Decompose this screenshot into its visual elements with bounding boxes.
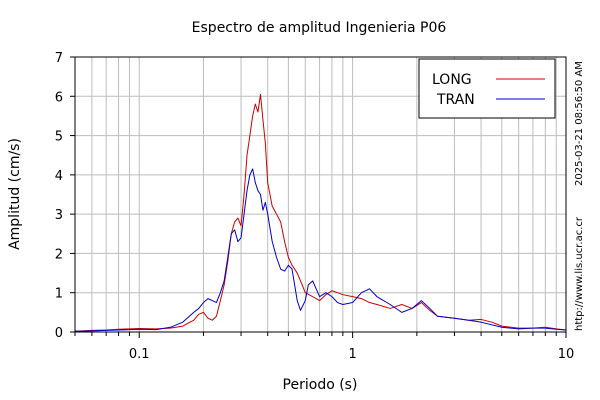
series-line-long xyxy=(74,93,567,332)
plot-frame xyxy=(74,56,567,333)
legend-box xyxy=(418,58,556,119)
x-tick-label: 1 xyxy=(348,347,356,362)
y-tick-label: 4 xyxy=(55,169,63,184)
source-url-text: http://www.lis.ucr.ac.cr xyxy=(574,216,585,331)
legend: LONG TRAN xyxy=(418,58,556,119)
y-axis-label: Amplitud (cm/s) xyxy=(7,138,23,250)
y-tick-label: 2 xyxy=(55,247,63,262)
y-tick-label: 0 xyxy=(55,326,63,341)
y-tick-label: 3 xyxy=(55,208,63,223)
chart-title: Espectro de amplitud Ingenieria P06 xyxy=(192,20,447,36)
timestamp-text: 2025-03-21 08:56:50 AM xyxy=(574,61,585,186)
series-line-tran xyxy=(74,168,567,332)
y-tick-label: 7 xyxy=(55,51,63,66)
legend-label-long: LONG xyxy=(432,72,472,88)
legend-label-tran: TRAN xyxy=(436,92,475,108)
y-tick-label: 5 xyxy=(55,130,63,145)
y-tick-label: 6 xyxy=(55,90,63,105)
y-tick-label: 1 xyxy=(55,287,63,302)
series-layer xyxy=(74,93,567,332)
x-tick-label: 0.1 xyxy=(129,347,150,362)
x-tick-label: 10 xyxy=(558,347,575,362)
x-axis-label: Periodo (s) xyxy=(283,377,358,393)
axis-ticks: 0 1 2 3 4 5 6 7 0.1 1 10 xyxy=(55,51,575,362)
